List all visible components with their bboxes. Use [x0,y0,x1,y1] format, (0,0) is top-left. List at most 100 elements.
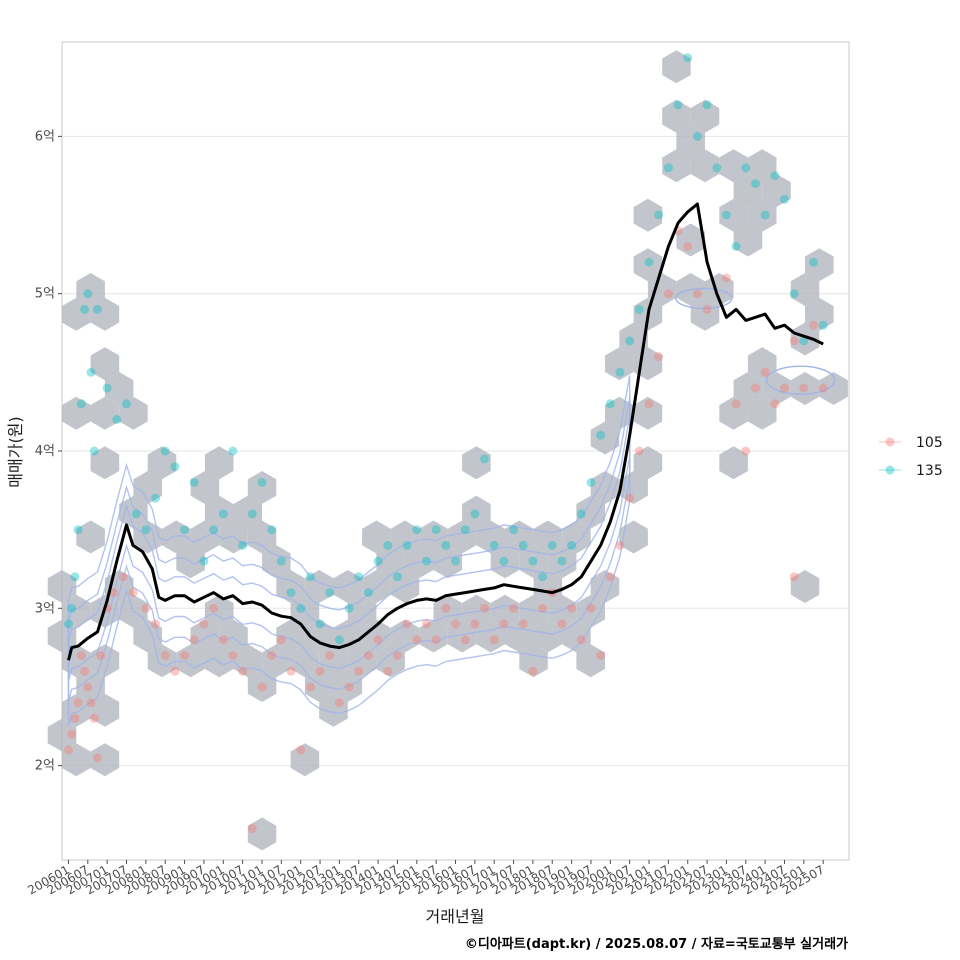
point-105 [296,745,306,755]
point-105 [663,289,673,299]
point-105 [344,682,354,692]
point-105 [238,666,248,676]
hexbin-cell [419,619,448,653]
hexbin-cell [319,693,348,727]
point-135 [315,619,325,629]
point-135 [451,556,460,566]
point-135 [605,399,615,409]
hexbin-cell [733,174,763,207]
hexbin-cell [319,644,348,678]
point-135 [654,210,664,220]
y-axis-title: 매매가(원) [6,416,25,487]
point-135 [267,525,277,535]
point-105 [741,446,751,456]
point-105 [499,619,509,629]
point-105 [180,651,190,660]
hexbin-cell [490,545,520,579]
point-135 [276,556,286,566]
point-105 [118,572,128,582]
point-105 [83,682,93,692]
hexbin-cell [247,520,277,554]
hexbin-cell [805,297,834,331]
point-105 [470,619,480,629]
hexbin-cell [262,545,291,579]
hexbin-cell [619,322,648,356]
hexbin-cell [390,619,420,653]
point-105 [644,399,654,409]
hexbin-cell [662,50,691,84]
hexbin-cell [290,644,320,678]
point-135 [180,525,190,535]
legend-key-135 [885,465,895,475]
hexbin-cell [290,743,320,777]
point-105 [789,572,799,582]
point-105 [480,603,489,613]
point-105 [247,824,257,833]
hexbin-cell [176,644,205,678]
hexbin-cell [733,223,763,257]
hexbin-cell [447,520,477,554]
hexbin-cell [333,669,363,702]
point-105 [67,729,77,739]
point-105 [557,619,567,629]
point-105 [151,619,160,629]
point-135 [93,304,102,314]
hexbin-cell [433,545,463,579]
hexbin-cell [676,124,705,158]
point-135 [460,525,470,535]
hexbin-cell [76,669,105,702]
point-105 [799,383,809,393]
point-105 [89,713,99,723]
point-105 [141,603,151,613]
point-105 [770,399,780,409]
point-105 [334,698,344,708]
point-105 [276,635,286,645]
point-105 [96,651,106,660]
hexbin-cell [62,396,91,430]
hexbin-cell [90,347,120,381]
point-105 [528,666,538,676]
hexbin-cell [119,495,148,529]
point-135 [818,320,828,330]
point-105 [93,753,102,763]
hexbin-cell [533,570,563,603]
point-135 [663,163,673,173]
point-105 [683,242,693,251]
point-105 [305,682,315,692]
point-135 [422,556,431,566]
hexbin-cell [90,297,120,331]
point-105 [73,698,83,708]
point-135 [67,603,77,613]
hexbin-cell [662,99,691,133]
point-135 [305,572,315,582]
point-135 [760,210,770,220]
hexbin-cell [204,495,234,529]
point-105 [402,619,412,629]
point-135 [412,525,422,535]
hexbin-cell [747,198,777,232]
point-135 [567,540,577,550]
point-135 [721,210,731,220]
point-105 [460,635,470,645]
point-105 [760,367,770,377]
point-135 [80,304,90,314]
y-tick-label: 6억 [35,129,55,144]
point-105 [170,666,180,676]
hexbin-cell [719,198,748,232]
hexbin-cell [204,446,234,480]
point-135 [489,540,499,550]
point-105 [354,666,364,676]
hexbin-cell [790,372,820,405]
point-135 [141,525,151,535]
point-135 [86,367,96,377]
point-105 [209,603,219,613]
y-tick-label: 4억 [35,444,55,459]
point-135 [625,336,635,346]
point-135 [83,289,93,299]
scatter-points [64,53,828,833]
point-135 [683,53,693,63]
hexbin-cell [633,198,663,232]
point-105 [596,651,606,660]
point-105 [809,320,818,330]
